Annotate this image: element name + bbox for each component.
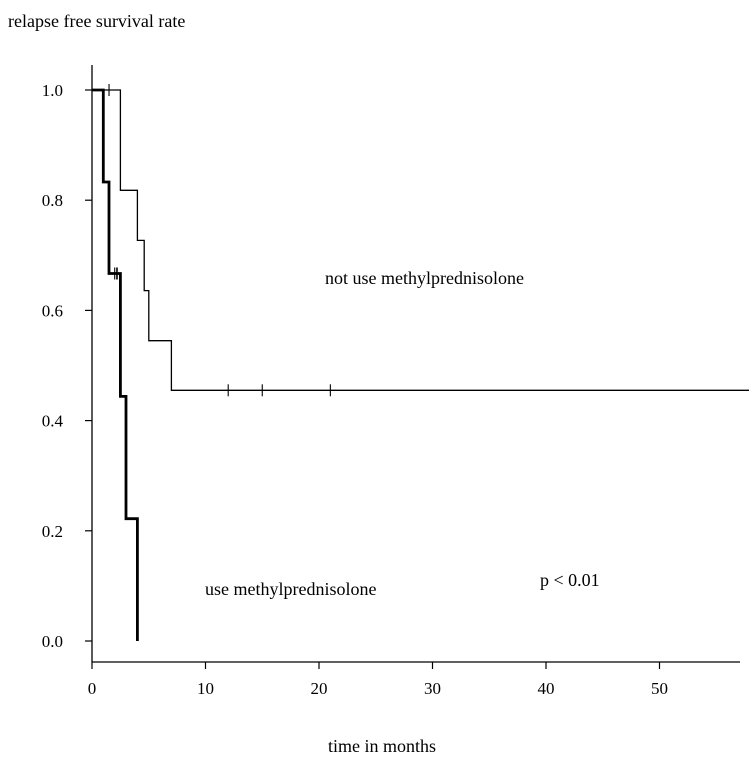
y-tick-label: 0.6: [42, 301, 63, 320]
x-tick-label: 10: [197, 679, 214, 698]
y-tick-label: 0.2: [42, 522, 63, 541]
series-label-not-use: not use methylprednisolone: [325, 268, 524, 288]
p-value-annotation: p < 0.01: [540, 570, 600, 590]
x-tick-label: 0: [88, 679, 97, 698]
x-axis-title: time in months: [328, 736, 436, 756]
x-ticks: 0102030405060: [88, 662, 668, 698]
y-tick-label: 0.8: [42, 191, 63, 210]
series-line-not-use-methylprednisolone: [92, 89, 749, 391]
x-tick-label: 40: [538, 679, 555, 698]
y-tick-label: 0.4: [42, 412, 64, 431]
y-tick-label: 0.0: [42, 632, 63, 651]
x-tick-label: 50: [651, 679, 668, 698]
x-tick-label: 20: [311, 679, 328, 698]
y-tick-label: 1.0: [42, 81, 63, 100]
series-layer: [92, 84, 749, 641]
series-label-use: use methylprednisolone: [205, 579, 376, 599]
series-line-use-methylprednisolone: [92, 88, 139, 641]
y-ticks: 0.0 0.2 0.4 0.6 0.8 1.0: [42, 81, 92, 651]
axes: [91, 65, 740, 663]
x-tick-label: 30: [424, 679, 441, 698]
y-axis-title: relapse free survival rate: [8, 11, 185, 31]
